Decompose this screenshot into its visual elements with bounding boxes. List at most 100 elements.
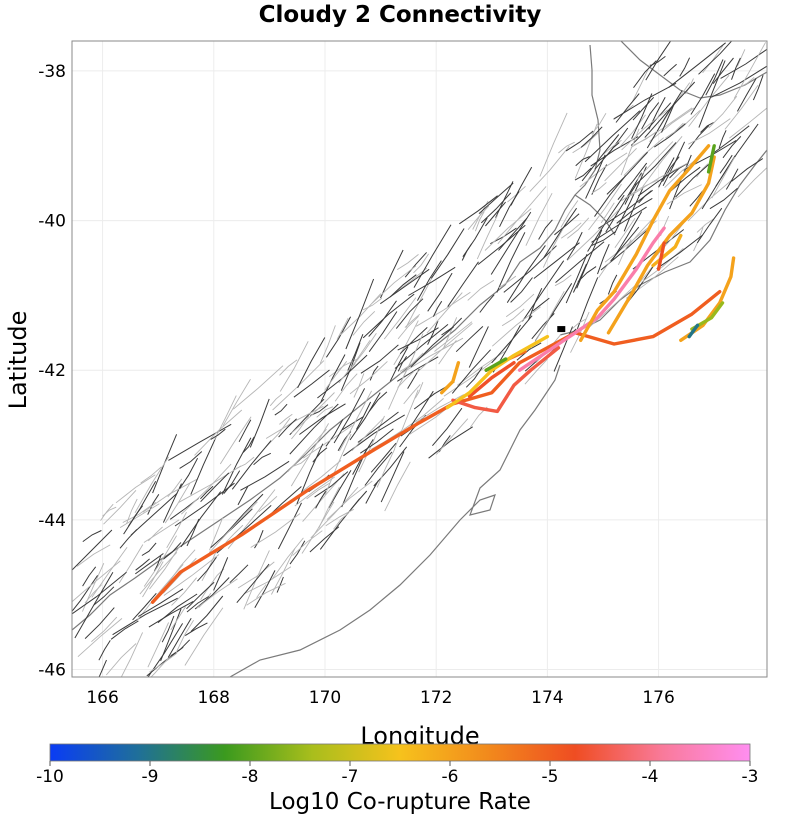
fault-trace xyxy=(276,576,284,593)
fault-trace xyxy=(665,122,684,139)
fault-trace xyxy=(438,340,457,365)
fault-trace xyxy=(485,201,506,227)
fault-trace xyxy=(406,390,434,432)
fault-trace xyxy=(505,293,535,318)
fault-trace xyxy=(567,217,590,239)
fault-trace xyxy=(397,315,419,340)
colorbar-tick-label: -7 xyxy=(342,767,359,787)
fault-trace xyxy=(254,530,264,549)
fault-trace xyxy=(645,41,672,81)
fault-trace xyxy=(480,192,512,224)
background-faults xyxy=(72,41,767,677)
fault-trace xyxy=(542,225,565,268)
rupture-trace xyxy=(606,155,716,335)
fault-trace xyxy=(161,615,175,643)
fault-trace xyxy=(223,493,264,536)
fault-trace xyxy=(123,481,157,535)
fault-trace xyxy=(325,508,354,527)
fault-trace xyxy=(510,277,533,303)
fault-trace xyxy=(395,298,424,329)
fault-trace xyxy=(196,578,238,609)
fault-trace xyxy=(688,125,710,150)
fault-trace xyxy=(190,436,217,495)
fault-trace xyxy=(143,519,180,543)
fault-trace xyxy=(265,405,324,439)
plot-frame xyxy=(71,40,768,678)
fault-trace xyxy=(415,394,465,423)
fault-trace xyxy=(316,406,334,418)
fault-trace xyxy=(426,292,463,334)
fault-trace xyxy=(724,85,759,130)
fault-trace xyxy=(93,586,115,606)
fault-trace xyxy=(558,141,575,154)
fault-trace xyxy=(98,659,107,677)
fault-trace xyxy=(279,341,309,392)
fault-trace xyxy=(607,274,618,295)
fault-trace xyxy=(467,205,490,230)
x-tick-label: 168 xyxy=(198,688,230,708)
fault-trace xyxy=(310,486,359,539)
fault-trace xyxy=(306,482,330,500)
fault-trace xyxy=(491,315,533,364)
fault-trace xyxy=(223,470,241,494)
fault-trace xyxy=(162,542,182,560)
fault-trace xyxy=(736,49,746,67)
fault-trace xyxy=(139,551,178,595)
fault-trace xyxy=(320,354,346,403)
fault-trace xyxy=(451,349,491,394)
fault-trace xyxy=(416,322,473,374)
fault-trace xyxy=(538,219,553,240)
fault-trace xyxy=(120,632,144,677)
fault-trace xyxy=(200,472,230,503)
fault-trace xyxy=(153,555,162,572)
fault-trace xyxy=(698,60,726,128)
fault-trace xyxy=(661,101,676,133)
fault-trace xyxy=(722,136,742,159)
fault-trace xyxy=(237,485,249,506)
fault-trace xyxy=(293,369,330,398)
fault-trace xyxy=(576,229,603,289)
fault-trace xyxy=(326,480,373,520)
fault-trace xyxy=(571,318,587,330)
fault-trace xyxy=(333,388,366,444)
fault-trace xyxy=(413,224,452,288)
fault-trace xyxy=(165,549,196,587)
fault-trace xyxy=(397,370,415,388)
fault-trace xyxy=(362,293,415,339)
fault-trace xyxy=(575,156,590,167)
fault-trace xyxy=(715,123,759,187)
rupture-trace xyxy=(687,323,700,339)
fault-trace xyxy=(274,403,288,416)
fault-trace xyxy=(249,398,270,448)
fault-trace xyxy=(140,466,162,484)
axis-ticks: 166 168 170 172 174 176 -38 -40 -42 -44 -46 xyxy=(38,62,675,708)
fault-trace xyxy=(250,513,301,548)
fault-trace xyxy=(170,606,186,631)
fault-trace xyxy=(594,175,627,217)
fault-trace xyxy=(368,391,388,412)
fault-trace xyxy=(334,373,358,402)
fault-trace xyxy=(663,63,677,77)
fault-trace xyxy=(179,457,199,490)
fault-trace xyxy=(287,428,327,473)
fault-trace xyxy=(246,582,286,606)
fault-trace xyxy=(397,327,439,351)
fault-trace xyxy=(394,389,419,449)
fault-trace xyxy=(602,139,622,155)
fault-trace xyxy=(584,110,641,163)
fault-trace xyxy=(115,474,156,504)
fault-trace xyxy=(132,592,157,621)
fault-trace xyxy=(373,446,408,487)
fault-trace xyxy=(696,207,723,244)
fault-trace xyxy=(649,107,695,142)
fault-trace xyxy=(479,294,495,313)
fault-trace xyxy=(148,600,194,628)
fault-trace xyxy=(167,478,183,498)
fault-trace xyxy=(150,654,172,677)
fault-trace xyxy=(560,222,582,239)
fault-trace xyxy=(238,419,252,443)
fault-trace xyxy=(414,382,424,399)
fault-trace xyxy=(81,563,105,612)
fault-trace xyxy=(126,498,138,524)
fault-trace xyxy=(175,619,194,653)
